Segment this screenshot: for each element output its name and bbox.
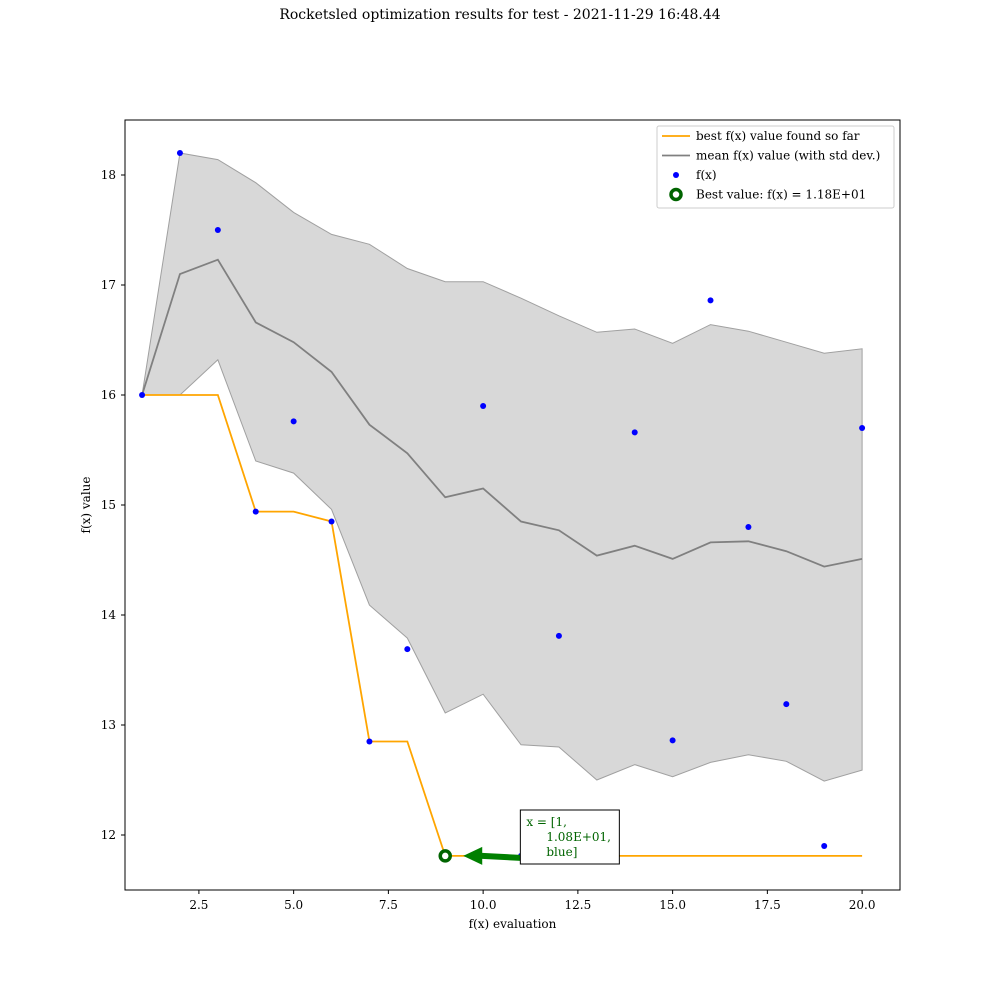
fx-point bbox=[859, 425, 866, 431]
fx-point bbox=[139, 392, 146, 398]
fx-point bbox=[404, 646, 411, 653]
legend: best f(x) value found so far mean f(x) va… bbox=[656, 125, 895, 209]
annotation-text-line: 1.08E+01, bbox=[546, 830, 611, 844]
fx-point bbox=[480, 403, 487, 409]
fx-point bbox=[252, 508, 259, 515]
x-tick-label: 20.0 bbox=[849, 898, 876, 912]
annotation-arrow bbox=[463, 846, 521, 865]
x-axis-label: f(x) evaluation bbox=[469, 917, 557, 931]
x-tick-label: 10.0 bbox=[470, 898, 497, 912]
x-tick-label: 7.5 bbox=[379, 898, 398, 912]
fx-point bbox=[745, 524, 752, 530]
legend-label-mean: mean f(x) value (with std dev.) bbox=[696, 149, 880, 163]
legend-box bbox=[656, 125, 895, 209]
y-axis-label: f(x) value bbox=[79, 477, 93, 534]
y-tick-label: 18 bbox=[101, 168, 116, 182]
y-tick-label: 12 bbox=[101, 828, 116, 842]
fx-point bbox=[669, 737, 676, 744]
legend-label-fx: f(x) bbox=[696, 168, 717, 182]
axes-layer: 2.5 5.0 7.5 10.0 12.5 15.0 17.5 20.0 12 13 14 15 16 1… bbox=[79, 168, 875, 931]
best-value-marker bbox=[438, 849, 452, 863]
fx-point bbox=[821, 843, 828, 849]
fx-point bbox=[631, 429, 638, 436]
annotation-layer: x = [1,1.08E+01,blue] bbox=[463, 809, 620, 865]
legend-label-best-value: Best value: f(x) = 1.18E+01 bbox=[696, 188, 866, 202]
fx-point bbox=[290, 418, 297, 425]
y-tick-label: 16 bbox=[101, 388, 116, 402]
fx-point bbox=[783, 701, 790, 708]
legend-swatch-fx bbox=[673, 172, 679, 178]
x-tick-label: 12.5 bbox=[565, 898, 592, 912]
fx-point bbox=[328, 518, 335, 525]
std-dev-band-layer bbox=[141, 152, 863, 782]
x-tick-label: 5.0 bbox=[284, 898, 303, 912]
fx-point bbox=[214, 227, 221, 233]
fx-point bbox=[176, 150, 183, 156]
y-tick-label: 14 bbox=[101, 608, 117, 622]
annotation-text-line: blue] bbox=[546, 845, 577, 859]
y-tick-label: 13 bbox=[101, 718, 116, 732]
fx-point bbox=[555, 632, 562, 639]
std-dev-band bbox=[141, 152, 863, 782]
legend-swatch-best-value bbox=[669, 187, 683, 202]
x-tick-label: 17.5 bbox=[754, 898, 781, 912]
x-tick-label: 2.5 bbox=[189, 898, 208, 912]
legend-label-best: best f(x) value found so far bbox=[696, 129, 860, 143]
mean-line bbox=[141, 258, 863, 568]
fx-point bbox=[366, 738, 373, 745]
chart-title: Rocketsled optimization results for test… bbox=[279, 7, 721, 23]
y-tick-label: 15 bbox=[101, 498, 116, 512]
annotation-text-line: x = [1, bbox=[526, 815, 567, 829]
x-tick-label: 15.0 bbox=[659, 898, 686, 912]
y-tick-label: 17 bbox=[101, 278, 116, 292]
fx-point bbox=[707, 297, 714, 304]
annotation-box bbox=[519, 809, 620, 865]
